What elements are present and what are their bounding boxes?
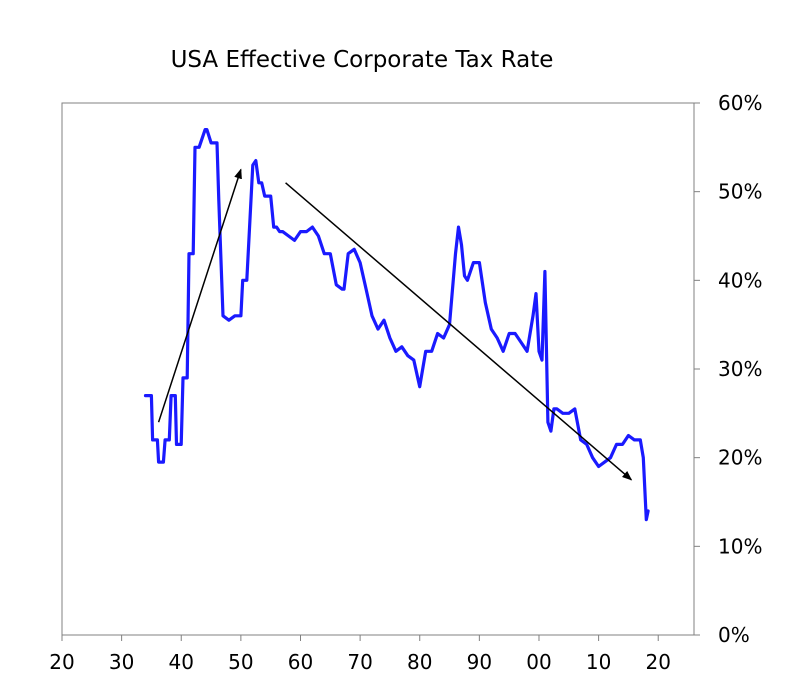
trend-arrow xyxy=(157,168,242,423)
x-tick-label: 80 xyxy=(407,650,432,674)
y-axis: 0% 10% 20% 30% 40% 50% 60% xyxy=(694,91,762,647)
x-tick-label: 20 xyxy=(49,650,74,674)
x-axis: 20 30 40 50 60 70 80 90 00 10 20 xyxy=(49,635,671,674)
x-tick-label: 40 xyxy=(169,650,194,674)
trend-arrow xyxy=(285,182,633,481)
x-tick-label: 50 xyxy=(228,650,253,674)
series-line xyxy=(143,128,650,522)
y-tick-label: 10% xyxy=(718,534,762,558)
x-tick-label: 60 xyxy=(288,650,313,674)
y-tick-label: 50% xyxy=(718,180,762,204)
chart-title: USA Effective Corporate Tax Rate xyxy=(171,47,554,73)
x-tick-label: 90 xyxy=(467,650,492,674)
x-tick-label: 20 xyxy=(645,650,670,674)
y-tick-label: 40% xyxy=(718,268,762,292)
series-group xyxy=(143,128,650,522)
x-tick-label: 30 xyxy=(109,650,134,674)
y-tick-label: 20% xyxy=(718,446,762,470)
y-tick-label: 30% xyxy=(718,357,762,381)
y-tick-label: 0% xyxy=(718,623,750,647)
plot-frame xyxy=(61,102,695,636)
x-tick-label: 70 xyxy=(347,650,372,674)
annotation-group xyxy=(157,168,633,481)
x-tick-label: 00 xyxy=(526,650,551,674)
x-tick-label: 10 xyxy=(586,650,611,674)
y-tick-label: 60% xyxy=(718,91,762,115)
